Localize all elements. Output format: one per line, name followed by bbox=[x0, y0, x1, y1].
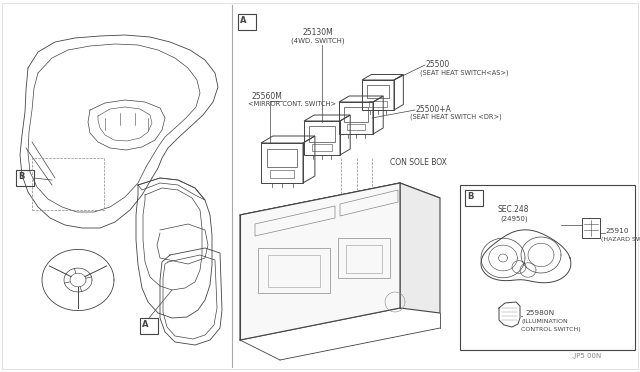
Bar bbox=[268, 149, 297, 167]
Bar bbox=[258, 248, 330, 293]
Text: (4WD. SWITCH): (4WD. SWITCH) bbox=[291, 37, 345, 44]
Bar bbox=[271, 170, 294, 179]
Text: (24950): (24950) bbox=[500, 215, 527, 221]
Text: SEC.248: SEC.248 bbox=[498, 205, 529, 214]
Text: 25500: 25500 bbox=[425, 60, 449, 69]
Bar bbox=[312, 144, 332, 151]
Text: B: B bbox=[467, 192, 474, 201]
Bar bbox=[344, 107, 368, 122]
Bar bbox=[460, 185, 635, 350]
Bar bbox=[367, 85, 389, 98]
Text: CONTROL SWITCH): CONTROL SWITCH) bbox=[521, 327, 580, 332]
Text: (SEAT HEAT SWITCH <DR>): (SEAT HEAT SWITCH <DR>) bbox=[410, 114, 502, 121]
Text: B: B bbox=[18, 172, 24, 181]
Text: (SEAT HEAT SWITCH<AS>): (SEAT HEAT SWITCH<AS>) bbox=[420, 69, 509, 76]
Bar bbox=[582, 218, 600, 238]
Text: 25560M: 25560M bbox=[252, 92, 283, 101]
Text: 25130M: 25130M bbox=[303, 28, 333, 37]
Text: A: A bbox=[240, 16, 246, 25]
Text: A: A bbox=[142, 320, 148, 329]
Bar bbox=[347, 124, 365, 131]
Bar bbox=[140, 318, 158, 334]
Bar bbox=[465, 190, 483, 206]
Text: 25910: 25910 bbox=[605, 228, 628, 234]
Bar bbox=[346, 245, 382, 273]
Bar bbox=[309, 126, 335, 142]
Polygon shape bbox=[400, 183, 440, 313]
Bar bbox=[238, 14, 256, 30]
Bar bbox=[338, 238, 390, 278]
Bar bbox=[32, 158, 104, 210]
Polygon shape bbox=[240, 183, 400, 340]
Text: <MIRROR CONT. SWITCH>: <MIRROR CONT. SWITCH> bbox=[248, 101, 336, 107]
Text: .JP5 00N: .JP5 00N bbox=[572, 353, 601, 359]
Polygon shape bbox=[240, 183, 440, 230]
Bar bbox=[369, 101, 387, 107]
Text: 25980N: 25980N bbox=[525, 310, 554, 316]
Text: (ILLUMINATION: (ILLUMINATION bbox=[521, 319, 568, 324]
Text: 25500+A: 25500+A bbox=[415, 105, 451, 114]
Text: (HAZARD SWITCH): (HAZARD SWITCH) bbox=[601, 237, 640, 242]
Bar bbox=[268, 255, 320, 287]
Bar bbox=[16, 170, 34, 186]
Text: CON SOLE BOX: CON SOLE BOX bbox=[390, 158, 447, 167]
